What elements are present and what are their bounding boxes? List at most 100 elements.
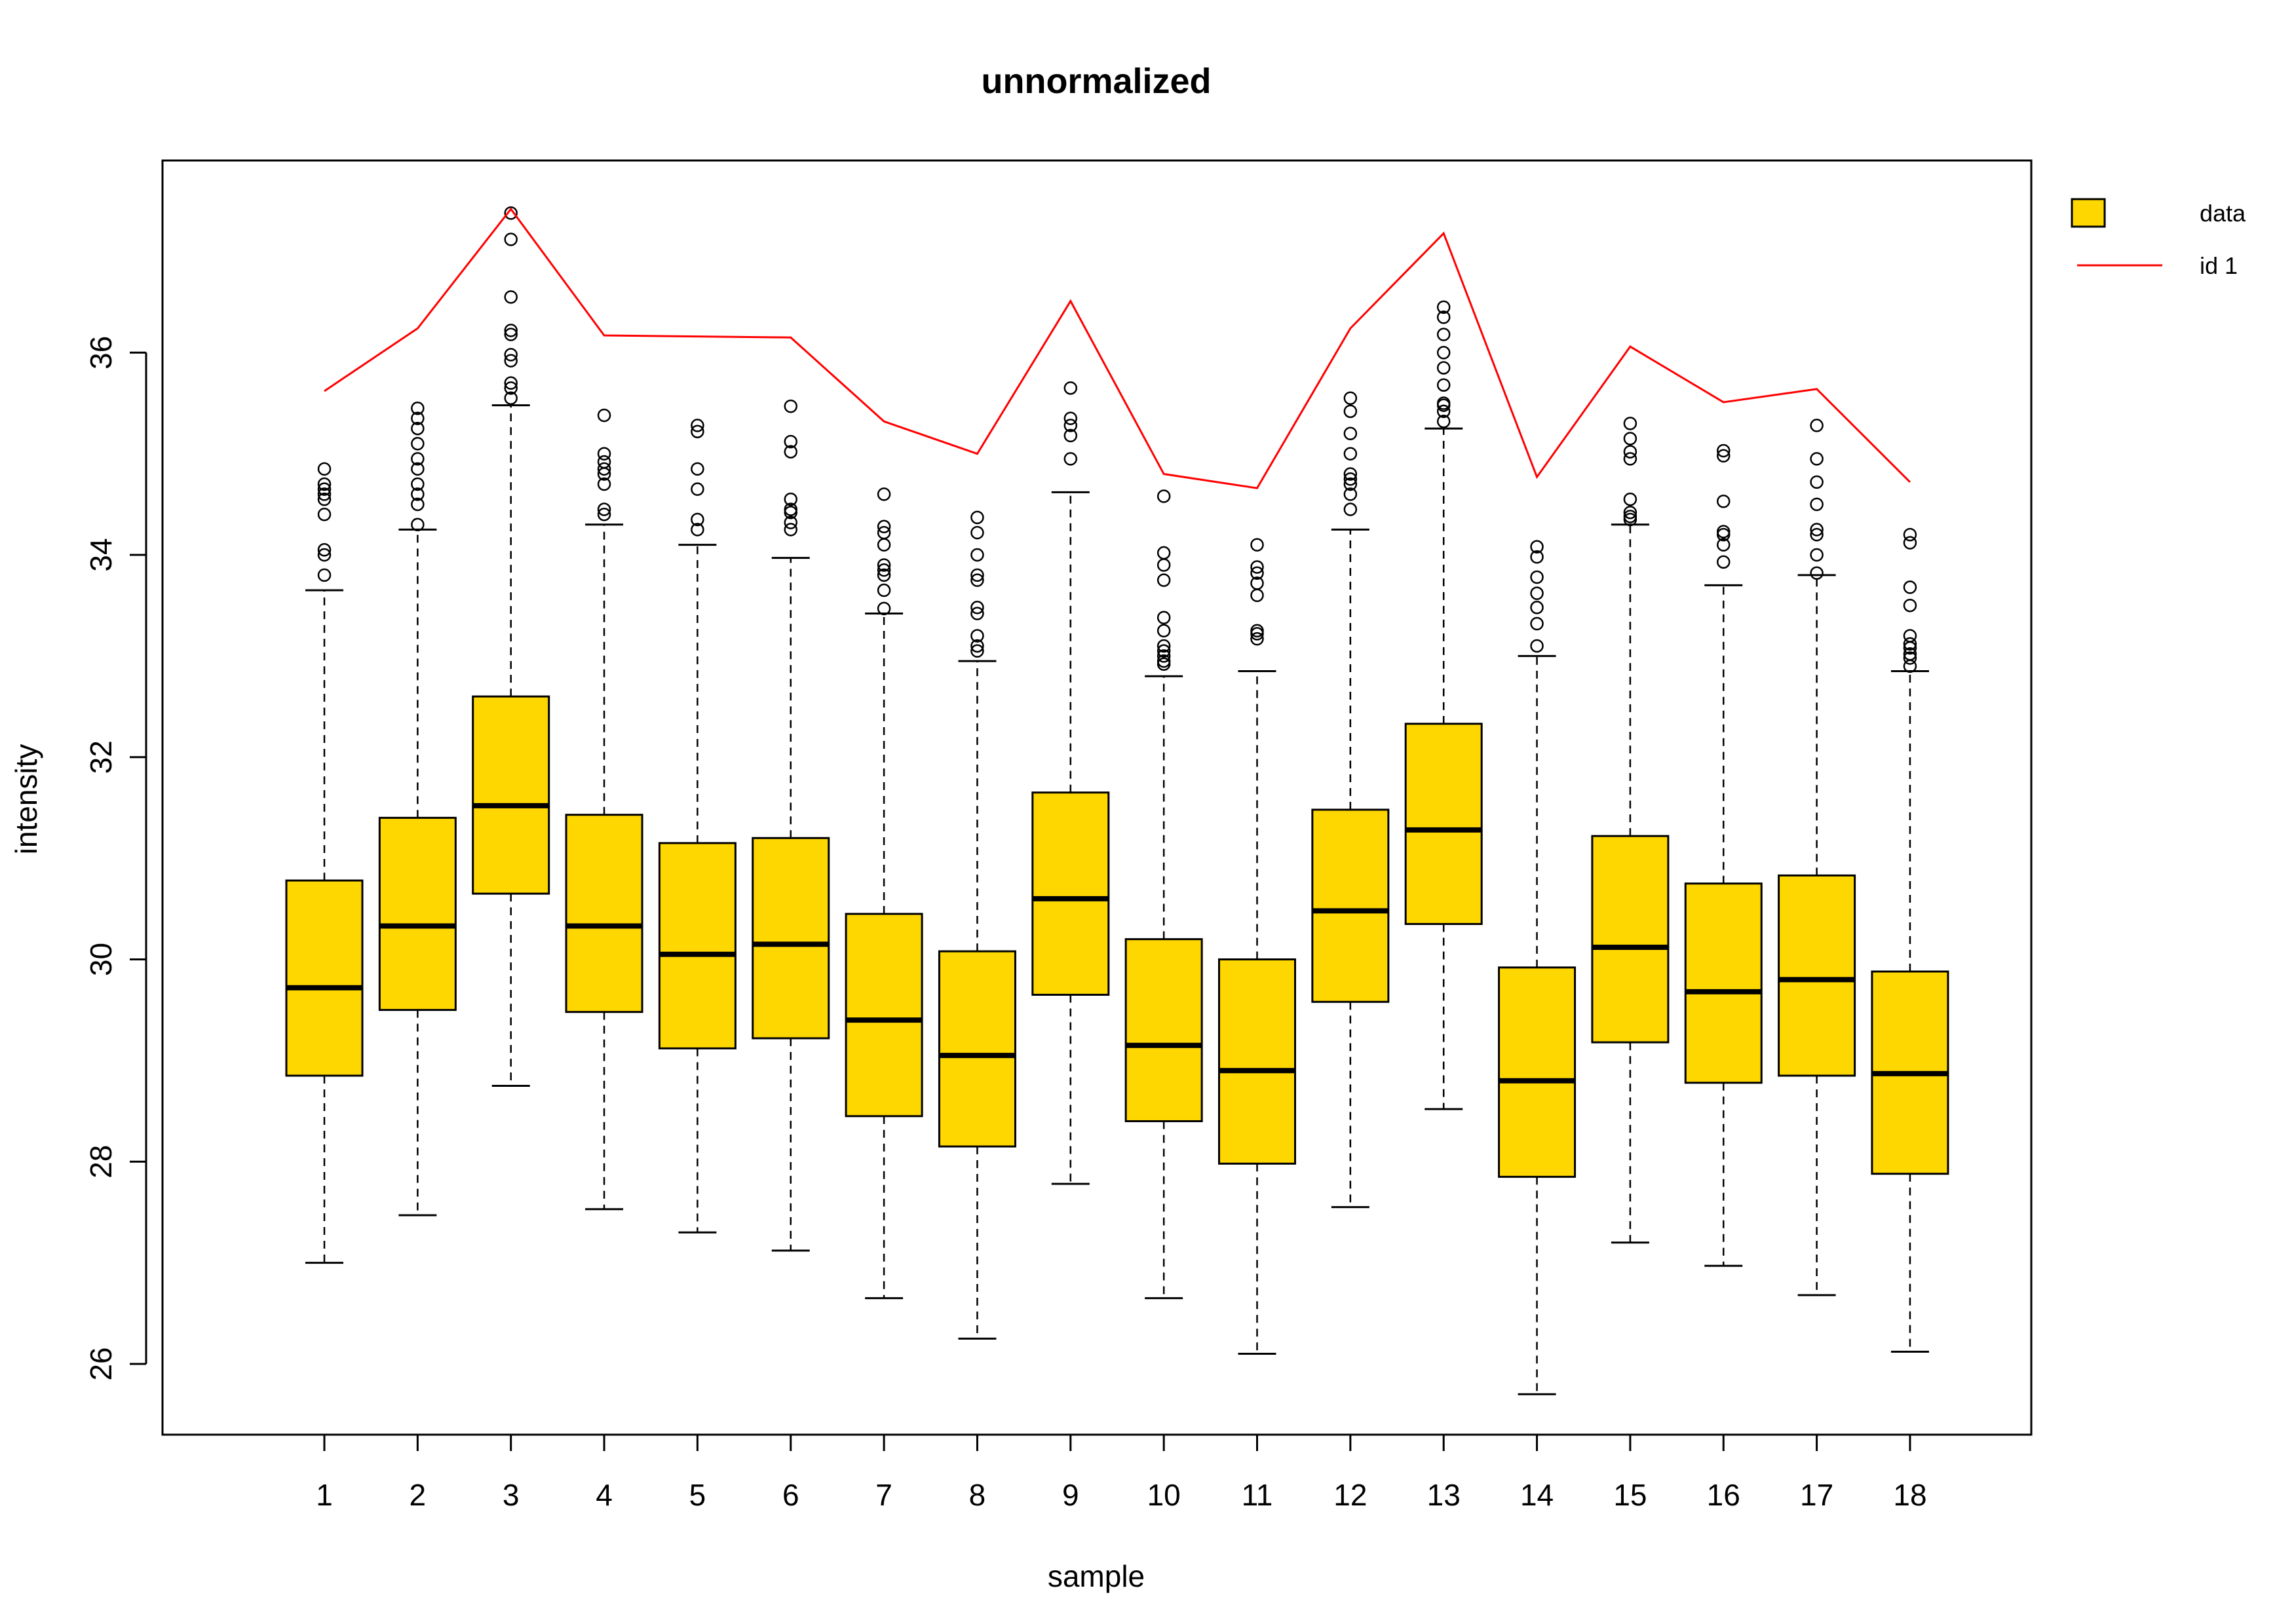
outlier-point bbox=[1903, 536, 1917, 550]
outlier-point bbox=[317, 543, 332, 557]
outlier-point bbox=[970, 629, 984, 643]
outlier-point bbox=[1343, 477, 1358, 491]
outlier-point bbox=[597, 462, 611, 476]
outlier-point bbox=[1623, 510, 1637, 523]
box-sample-11 bbox=[1218, 538, 1296, 1355]
outlier-point bbox=[1250, 566, 1264, 580]
outlier-point bbox=[970, 568, 984, 582]
outlier-point bbox=[597, 447, 611, 461]
x-tick-label: 9 bbox=[1062, 1478, 1079, 1512]
outlier-point bbox=[1436, 404, 1451, 419]
outlier-point bbox=[691, 462, 704, 476]
box-sample-13 bbox=[1404, 300, 1483, 1110]
outlier-point bbox=[1436, 346, 1451, 360]
x-tick-label: 4 bbox=[596, 1478, 613, 1512]
x-tick-label: 11 bbox=[1242, 1478, 1273, 1512]
outlier-point bbox=[1903, 629, 1917, 643]
outlier-point bbox=[504, 324, 518, 337]
outlier-point bbox=[1343, 467, 1358, 481]
y-tick-label: 32 bbox=[84, 740, 118, 774]
outlier-point bbox=[877, 601, 891, 616]
outlier-point bbox=[317, 568, 332, 582]
chart-title: unnormalized bbox=[981, 62, 1211, 101]
outlier-point bbox=[504, 391, 518, 406]
outlier-point bbox=[970, 644, 984, 658]
outlier-point bbox=[1436, 415, 1451, 428]
outlier-point bbox=[1157, 649, 1171, 663]
outlier-point bbox=[317, 487, 332, 501]
outlier-point bbox=[970, 510, 984, 525]
box-iqr bbox=[285, 879, 364, 1077]
box-sample-14 bbox=[1498, 540, 1577, 1395]
series-line-id-1 bbox=[324, 207, 1911, 489]
outlier-point bbox=[317, 482, 332, 496]
box-sample-6 bbox=[752, 399, 830, 1252]
box-iqr bbox=[1591, 835, 1670, 1044]
box-sample-10 bbox=[1124, 489, 1203, 1300]
box-iqr bbox=[752, 837, 830, 1040]
x-axis-label: sample bbox=[1048, 1559, 1145, 1593]
box-sample-2 bbox=[378, 401, 457, 1217]
outlier-point bbox=[1436, 378, 1451, 392]
outlier-point bbox=[411, 497, 425, 512]
outlier-point bbox=[1157, 644, 1171, 658]
box-iqr bbox=[1684, 882, 1763, 1084]
outlier-point bbox=[411, 477, 425, 491]
outlier-point bbox=[1157, 639, 1171, 653]
outlier-point bbox=[877, 568, 891, 582]
outlier-point bbox=[1157, 624, 1171, 638]
outlier-point bbox=[1623, 492, 1637, 506]
outlier-point bbox=[504, 233, 518, 246]
box-iqr bbox=[378, 816, 457, 1011]
outlier-point bbox=[970, 601, 984, 614]
outlier-point bbox=[597, 408, 611, 423]
x-tick-label: 14 bbox=[1520, 1478, 1554, 1512]
outlier-point bbox=[1343, 447, 1358, 461]
box-sample-7 bbox=[845, 487, 923, 1300]
outlier-point bbox=[411, 401, 425, 415]
outlier-point bbox=[784, 434, 797, 449]
outlier-point bbox=[1810, 475, 1824, 489]
x-tick-label: 12 bbox=[1333, 1478, 1367, 1512]
outlier-point bbox=[1623, 505, 1637, 519]
box-iqr bbox=[472, 695, 550, 895]
box-iqr bbox=[1218, 958, 1296, 1165]
outlier-point bbox=[1810, 497, 1824, 512]
outlier-point bbox=[504, 290, 518, 304]
outlier-point bbox=[1063, 411, 1078, 425]
box-iqr bbox=[1311, 808, 1390, 1003]
outlier-point bbox=[1903, 598, 1917, 613]
outlier-point bbox=[691, 512, 704, 527]
y-axis-label: intensity bbox=[9, 744, 43, 855]
outlier-point bbox=[317, 508, 332, 521]
x-axis: 1 2 3 4 5 6 7 8 9 10 11 12 13 14 15 16 17 18 bbox=[316, 1433, 1927, 1512]
outlier-point bbox=[970, 607, 984, 620]
box-iqr bbox=[845, 913, 923, 1118]
x-tick-label: 5 bbox=[689, 1478, 706, 1512]
legend-swatch-data bbox=[2071, 198, 2106, 228]
outlier-point bbox=[1810, 452, 1824, 466]
outlier-point bbox=[1436, 328, 1451, 341]
outlier-point bbox=[411, 452, 425, 466]
x-tick-label: 6 bbox=[782, 1478, 799, 1512]
outlier-point bbox=[1063, 419, 1078, 432]
outlier-point bbox=[597, 508, 611, 521]
outlier-point bbox=[1623, 445, 1637, 459]
x-tick-label: 7 bbox=[875, 1478, 892, 1512]
outlier-point bbox=[1903, 651, 1917, 665]
outlier-point bbox=[877, 525, 891, 540]
legend: data id 1 bbox=[2071, 198, 2246, 279]
box-sample-8 bbox=[938, 510, 1016, 1340]
y-axis: 26 28 30 32 34 36 bbox=[84, 336, 147, 1381]
outlier-point bbox=[691, 523, 704, 537]
outlier-point bbox=[1717, 555, 1731, 569]
outlier-point bbox=[411, 487, 425, 501]
x-tick-label: 17 bbox=[1800, 1478, 1833, 1512]
outlier-point bbox=[1530, 550, 1544, 564]
outlier-point bbox=[784, 502, 797, 516]
outlier-point bbox=[411, 462, 425, 476]
outlier-point bbox=[1810, 548, 1824, 562]
outlier-point bbox=[411, 421, 425, 436]
outlier-point bbox=[1810, 523, 1824, 537]
